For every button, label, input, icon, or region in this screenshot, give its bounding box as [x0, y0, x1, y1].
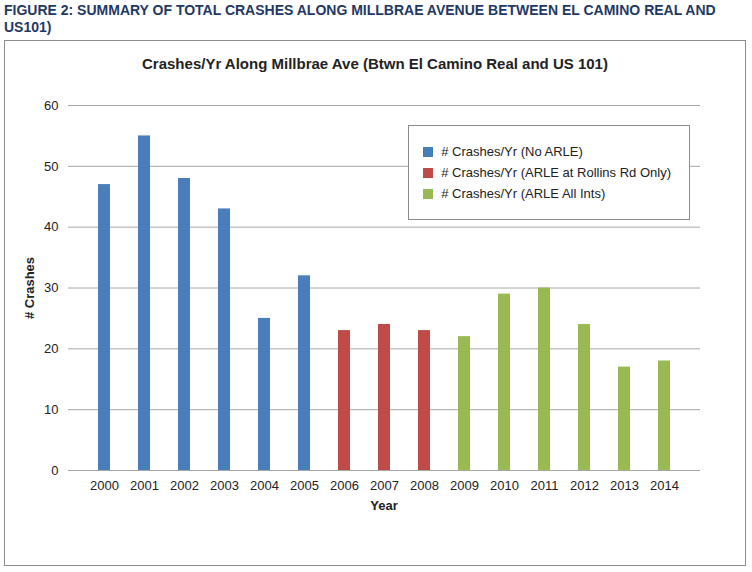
svg-text:2009: 2009 [450, 478, 479, 493]
svg-text:2011: 2011 [531, 478, 559, 493]
html-text:# Crashes: # Crashes [21, 256, 37, 319]
html-text:FIGURE 2: SUMMARY OF TOTAL CRA: FIGURE 2: SUMMARY OF TOTAL CRASHES ALONG… [4, 2, 716, 35]
svg-text:20: 20 [44, 341, 58, 356]
svg-text:2000: 2000 [90, 478, 119, 493]
html-text:# Crashes/Yr (No ARLE): # Crashes/Yr (No ARLE) [441, 144, 583, 159]
svg-text:60: 60 [44, 98, 58, 113]
html-text:Year: Year [370, 498, 398, 513]
html-text:# Crashes/Yr (ARLE at Rollins: # Crashes/Yr (ARLE at Rollins Rd Only) [441, 165, 671, 180]
svg-text:2007: 2007 [370, 478, 399, 493]
svg-text:2006: 2006 [330, 478, 359, 493]
svg-text:2003: 2003 [210, 478, 239, 493]
svg-text:10: 10 [44, 402, 58, 417]
svg-text:2001: 2001 [130, 478, 159, 493]
svg-text:40: 40 [44, 219, 58, 234]
svg-text:2005: 2005 [290, 478, 319, 493]
svg-text:30: 30 [44, 280, 58, 295]
html-text:# Crashes/Yr (ARLE All Ints): # Crashes/Yr (ARLE All Ints) [441, 186, 606, 201]
svg-text:2012: 2012 [570, 478, 599, 493]
svg-text:2014: 2014 [650, 478, 679, 493]
html-text:Crashes/Yr Along Millbrae Ave: Crashes/Yr Along Millbrae Ave (Btwn El C… [142, 55, 608, 72]
svg-text:2004: 2004 [250, 478, 279, 493]
svg-text:2010: 2010 [490, 478, 519, 493]
svg-text:2008: 2008 [410, 478, 439, 493]
svg-text:2013: 2013 [610, 478, 639, 493]
svg-text:0: 0 [51, 463, 58, 478]
svg-text:50: 50 [44, 158, 58, 173]
svg-text:2002: 2002 [170, 478, 199, 493]
